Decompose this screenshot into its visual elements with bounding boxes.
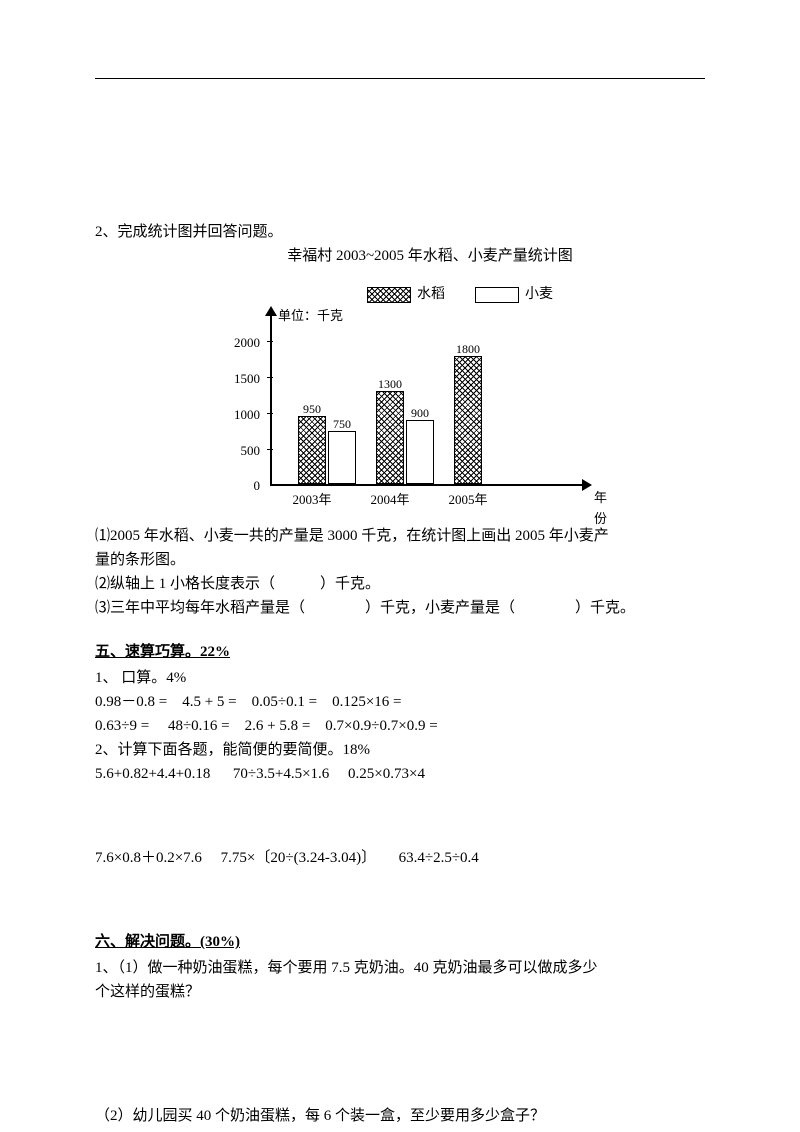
legend-label-wheat: 小麦 — [525, 284, 553, 306]
x-axis — [270, 484, 586, 486]
x-axis-label: 年份 — [594, 488, 607, 530]
section-5-sub1: 1、 口算。4% — [95, 666, 705, 690]
bar-value-label: 1800 — [456, 340, 480, 359]
legend-label-rice: 水稻 — [417, 284, 445, 306]
y-tick-label: 1000 — [234, 405, 260, 426]
calc-row-4: 7.6×0.8＋0.2×7.6 7.75×〔20÷(3.24-3.04)〕 63… — [95, 846, 705, 870]
bar-value-label: 1300 — [378, 375, 402, 394]
legend-item-rice: 水稻 — [367, 284, 445, 306]
y-tick-label: 1500 — [234, 369, 260, 390]
bar-value-label: 750 — [333, 415, 351, 434]
section-6-q2: （2）幼儿园买 40 个奶油蛋糕，每 6 个装一盒，至少要用多少盒子？ — [95, 1104, 705, 1128]
section-6-q1: 1、（1）做一种奶油蛋糕，每个要用 7.5 克奶油。40 克奶油最多可以做成多少 — [95, 956, 705, 980]
bar-chart: 单位：千克 年份 05001000150020002003年9507502004… — [210, 310, 590, 510]
bar — [376, 391, 404, 484]
bar — [454, 356, 482, 485]
chart-container: 水稻 小麦 单位：千克 年份 05001000150020002003年9507… — [95, 284, 705, 510]
page-top-rule — [95, 78, 705, 79]
section-5-title: 五、速算巧算。22% — [95, 640, 705, 664]
y-axis-arrow-icon — [265, 306, 277, 316]
problem-2-q1b: 量的条形图。 — [95, 548, 705, 572]
chart-legend: 水稻 小麦 — [367, 284, 553, 306]
legend-swatch-rice — [367, 287, 411, 303]
chart-title: 幸福村 2003~2005 年水稻、小麦产量统计图 — [155, 244, 705, 268]
legend-item-wheat: 小麦 — [475, 284, 553, 306]
y-tick-mark — [267, 449, 273, 450]
problem-2-q3: ⑶三年中平均每年水稻产量是（ ）千克，小麦产量是（ ）千克。 — [95, 596, 705, 620]
problem-2-prompt: 2、完成统计图并回答问题。 — [95, 220, 705, 244]
problem-2-q2: ⑵纵轴上 1 小格长度表示（ ）千克。 — [95, 572, 705, 596]
y-tick-mark — [267, 341, 273, 342]
bar — [328, 431, 356, 485]
problem-2-q1: ⑴2005 年水稻、小麦一共的产量是 3000 千克，在统计图上画出 2005 … — [95, 524, 705, 548]
calc-row-2: 0.63÷9 = 48÷0.16 = 2.6 + 5.8 = 0.7×0.9÷0… — [95, 714, 705, 738]
legend-swatch-wheat — [475, 287, 519, 303]
calc-row-1: 0.98－0.8 = 4.5 + 5 = 0.05÷0.1 = 0.125×16… — [95, 690, 705, 714]
y-tick-mark — [267, 413, 273, 414]
y-tick-label: 500 — [241, 441, 261, 462]
x-category-label: 2004年 — [360, 490, 420, 511]
bar-value-label: 950 — [303, 400, 321, 419]
section-6-q1b: 个这样的蛋糕？ — [95, 980, 705, 1004]
y-tick-mark — [267, 377, 273, 378]
y-tick-label: 2000 — [234, 333, 260, 354]
x-category-label: 2005年 — [438, 490, 498, 511]
section-5-sub2: 2、计算下面各题，能简便的要简便。18% — [95, 738, 705, 762]
x-category-label: 2003年 — [282, 490, 342, 511]
y-tick-label: 0 — [254, 476, 261, 497]
y-axis — [270, 310, 272, 486]
y-axis-unit-label: 单位：千克 — [278, 306, 343, 327]
bar-value-label: 900 — [411, 404, 429, 423]
bar — [298, 416, 326, 484]
bar — [406, 420, 434, 484]
x-axis-arrow-icon — [582, 479, 592, 491]
section-6-title: 六、解决问题。(30%) — [95, 930, 705, 954]
calc-row-3: 5.6+0.82+4.4+0.18 70÷3.5+4.5×1.6 0.25×0.… — [95, 762, 705, 786]
